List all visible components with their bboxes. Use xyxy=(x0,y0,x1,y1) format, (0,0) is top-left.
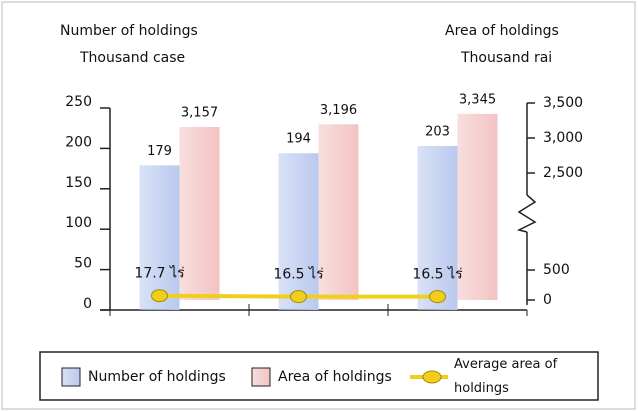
bar xyxy=(139,165,180,310)
bar-label: 203 xyxy=(425,124,450,139)
y-title: Number of holdings xyxy=(60,23,198,39)
bar xyxy=(318,124,359,300)
legend-swatch xyxy=(251,367,271,387)
y2-tick-label: 2,500 xyxy=(543,165,583,181)
y2-tick-label: 3,500 xyxy=(543,95,583,111)
line-label: 16.5 ไร่ xyxy=(412,266,463,283)
legend-label: Average area of holdings xyxy=(454,357,558,396)
y-tick-label: 150 xyxy=(65,175,92,191)
axis-break xyxy=(516,194,537,233)
legend-marker xyxy=(422,370,442,384)
bar xyxy=(417,145,458,310)
y2-tick-label: 3,000 xyxy=(543,130,583,146)
bar xyxy=(179,127,220,300)
bar xyxy=(278,153,319,310)
legend-box xyxy=(39,351,599,401)
y-tick-label: 0 xyxy=(83,296,92,312)
y-tick-label: 250 xyxy=(65,94,92,110)
legend-label: Area of holdings xyxy=(278,369,392,385)
y-tick-label: 50 xyxy=(74,256,92,272)
legend-swatch xyxy=(61,367,81,387)
line-label: 17.7 ไร่ xyxy=(134,265,185,282)
bar-label: 3,196 xyxy=(320,103,357,118)
bar-label: 179 xyxy=(147,144,172,159)
y2-title: Area of holdings xyxy=(445,23,559,39)
bar-label: 194 xyxy=(286,132,311,147)
bar-label: 3,157 xyxy=(181,106,218,121)
marker xyxy=(290,290,307,304)
bar-label: 3,345 xyxy=(459,92,496,107)
bar xyxy=(457,113,498,300)
legend-label-box: Average area of holdings xyxy=(454,357,558,396)
y2-tick-label: 0 xyxy=(543,292,552,308)
y2-tick-label: 500 xyxy=(543,262,570,278)
marker xyxy=(429,290,446,304)
y-title: Thousand case xyxy=(79,50,185,66)
line-label: 16.5 ไร่ xyxy=(273,266,324,283)
y2-title: Thousand rai xyxy=(460,50,552,66)
legend-label: Number of holdings xyxy=(88,369,226,385)
marker xyxy=(151,289,168,303)
y-tick-label: 200 xyxy=(65,134,92,150)
y-tick-label: 100 xyxy=(65,215,92,231)
